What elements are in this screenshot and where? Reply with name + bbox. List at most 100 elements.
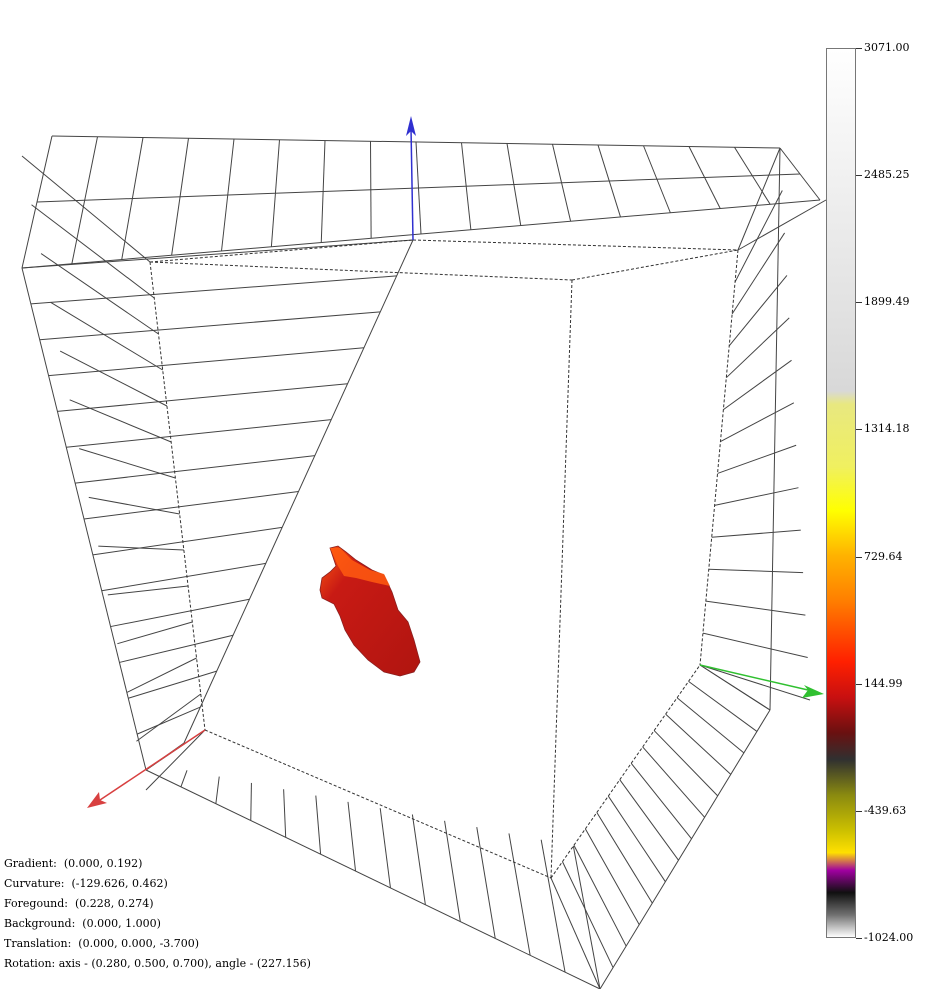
floor-grid-line (145, 769, 601, 989)
left-wall-grid-line (66, 419, 332, 448)
background-readout: Background: (0.000, 1.000) (4, 917, 161, 930)
color-bar-tick-mark (856, 429, 862, 430)
floor-grid-line (283, 789, 287, 838)
right-wall-grid-line (769, 147, 781, 711)
left-wall-grid-line (21, 239, 414, 269)
color-bar-tick-label: 1314.18 (864, 422, 910, 435)
bounding-box-edge (550, 664, 701, 879)
right-wall-grid-line (723, 359, 792, 411)
floor-grid-line (215, 776, 220, 804)
floor-grid-line (676, 697, 745, 754)
left-wall-grid-line (101, 562, 266, 592)
color-bar-tick-label: 1899.49 (864, 295, 910, 308)
gradient-readout: Gradient: (0.000, 0.192) (4, 857, 143, 870)
floor-grid-line (180, 770, 188, 788)
floor-grid-line (573, 845, 627, 947)
floor-grid-line (596, 812, 653, 904)
floor-grid (145, 664, 771, 989)
color-bar-tick-mark (856, 684, 862, 685)
floor-grid-line (315, 795, 322, 855)
right-wall-grid-line (717, 444, 797, 474)
floor-grid-line (540, 839, 566, 973)
color-bar-tick-label: 2485.25 (864, 168, 910, 181)
color-bar-tick-label: 3071.00 (864, 41, 910, 54)
right-wall-grid-line (728, 275, 788, 347)
left-wall-grid-line (39, 311, 381, 341)
left-wall-grid-line (88, 496, 180, 515)
left-wall-grid-line (59, 350, 168, 407)
left-wall-grid-line (92, 526, 283, 556)
color-bar-tick-label: -439.63 (864, 804, 907, 817)
right-wall-grid-line (731, 232, 786, 315)
curvature-readout: Curvature: (-129.626, 0.462) (4, 877, 168, 890)
color-bar-tick-mark (856, 302, 862, 303)
foreground-readout: Foregound: (0.228, 0.274) (4, 897, 154, 910)
right-wall-grid-line (705, 600, 806, 616)
floor-grid-line (508, 833, 531, 956)
floor-grid-line (653, 730, 719, 797)
color-bar-tick-mark (856, 48, 862, 49)
floor-grid-line (347, 801, 357, 872)
floor-grid-line (476, 827, 496, 939)
grid-planes (21, 135, 827, 989)
left-wall-grid-line (30, 275, 397, 305)
left-wall-grid-line (31, 204, 155, 299)
translation-readout: Translation: (0.000, 0.000, -3.700) (4, 937, 200, 950)
x-axis-arrow-icon (87, 792, 107, 808)
floor-grid-line (562, 861, 614, 968)
left-wall-grid-line (119, 634, 234, 663)
floor-grid-line (607, 795, 666, 882)
floor-grid-line (599, 709, 771, 989)
left-wall-grid-line (79, 448, 176, 479)
z-axis-line (410, 127, 414, 241)
left-wall-grid-line (107, 585, 189, 596)
left-wall-grid-line (21, 155, 151, 263)
color-bar (826, 48, 856, 938)
right-wall-grid-line (708, 568, 804, 574)
color-bar-tick-mark (856, 557, 862, 558)
floor-grid-line (584, 828, 640, 925)
floor-grid-line (572, 845, 601, 989)
right-wall-grid-line (711, 529, 801, 538)
floor-grid-line (411, 814, 426, 905)
floor-grid-line (619, 779, 679, 861)
left-wall-grid-line (126, 657, 197, 693)
floor-grid-line (688, 680, 758, 732)
right-wall-grid-line (737, 147, 781, 251)
floor-grid-line (550, 877, 601, 989)
bounding-box-edge (571, 249, 739, 281)
left-wall-fan (21, 155, 206, 791)
left-wall-grid-line (75, 455, 315, 484)
right-wall-grid-line (737, 199, 827, 251)
left-wall-grid-line (117, 621, 193, 645)
left-wall-grid-line (136, 693, 202, 742)
bounding-box-edge (412, 239, 739, 251)
right-wall-grid-line (714, 487, 799, 506)
x-axis-line (99, 729, 206, 801)
right-wall-grid-line (699, 664, 811, 701)
bounding-box-edge (149, 239, 414, 263)
bounding-box-edge (550, 279, 573, 879)
blob-body (319, 545, 421, 677)
y-axis-arrow-icon (802, 685, 824, 698)
color-bar-tick-label: 144.99 (864, 677, 903, 690)
floor-grid-line (699, 664, 771, 711)
color-bar-tick-label: -1024.00 (864, 931, 914, 944)
right-wall-grid-line (720, 402, 795, 442)
left-wall-grid-line (48, 347, 364, 377)
floor-grid-line (630, 762, 692, 840)
rotation-readout: Rotation: axis - (0.280, 0.500, 0.700), … (4, 957, 311, 970)
left-wall-grid-line (136, 706, 201, 735)
top-grid-line (36, 173, 801, 203)
y-axis-line (699, 664, 809, 691)
blob-highlight (330, 548, 390, 586)
left-wall-grid-line (50, 301, 163, 371)
floor-grid-line (444, 820, 461, 922)
color-bar-tick-mark (856, 175, 862, 176)
axes-arrows (87, 116, 824, 808)
right-wall-grid-line (702, 632, 808, 659)
z-axis-arrow-icon (406, 116, 416, 136)
floor-grid-line (665, 713, 732, 775)
